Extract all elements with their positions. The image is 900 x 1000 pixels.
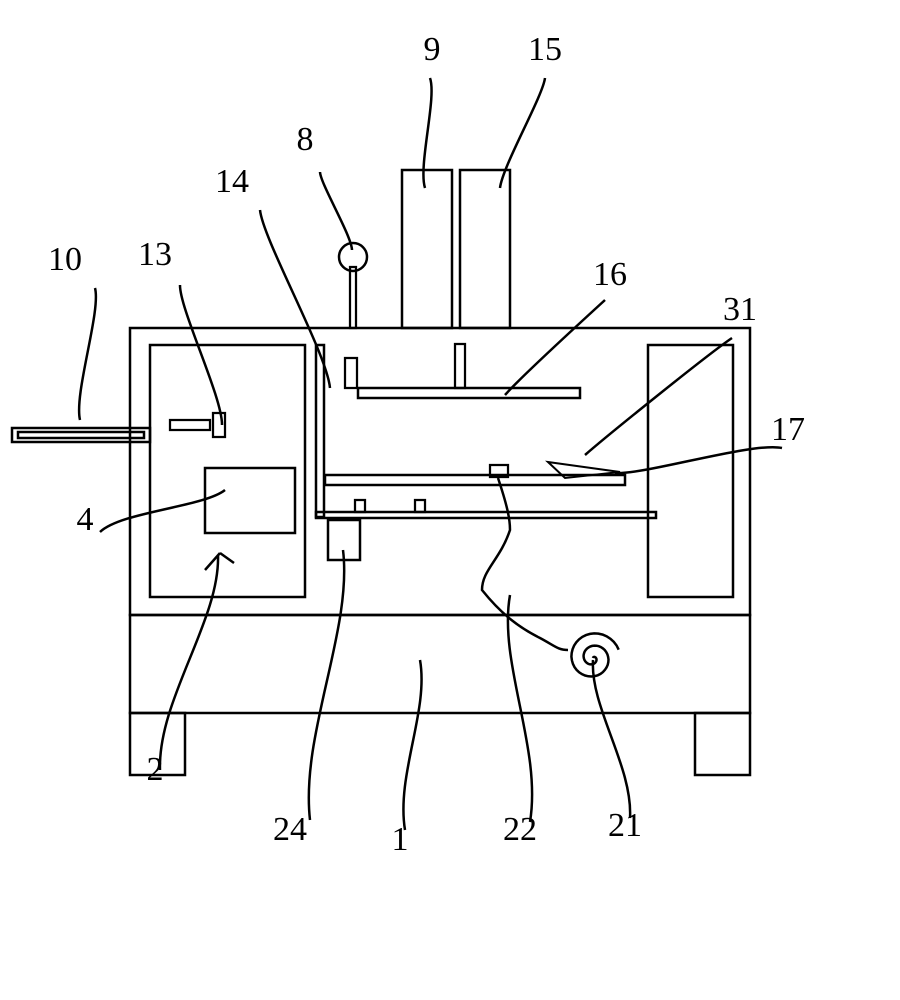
label-l4: 4 [77, 501, 94, 538]
technical-diagram: 9 15 8 14 13 10 16 31 17 4 2 24 1 22 21 [0, 0, 900, 1000]
label-l13: 13 [138, 236, 172, 273]
label-l9: 9 [424, 31, 441, 68]
label-l22: 22 [503, 811, 537, 848]
label-l8: 8 [297, 121, 314, 158]
label-l14: 14 [215, 163, 249, 200]
label-l31: 31 [723, 291, 757, 328]
label-l24: 24 [273, 811, 307, 848]
label-l15: 15 [528, 31, 562, 68]
label-l2: 2 [147, 751, 164, 788]
label-l17: 17 [771, 411, 805, 448]
label-l16: 16 [593, 256, 627, 293]
label-l1: 1 [392, 821, 409, 858]
label-l10: 10 [48, 241, 82, 278]
label-l21: 21 [608, 807, 642, 844]
